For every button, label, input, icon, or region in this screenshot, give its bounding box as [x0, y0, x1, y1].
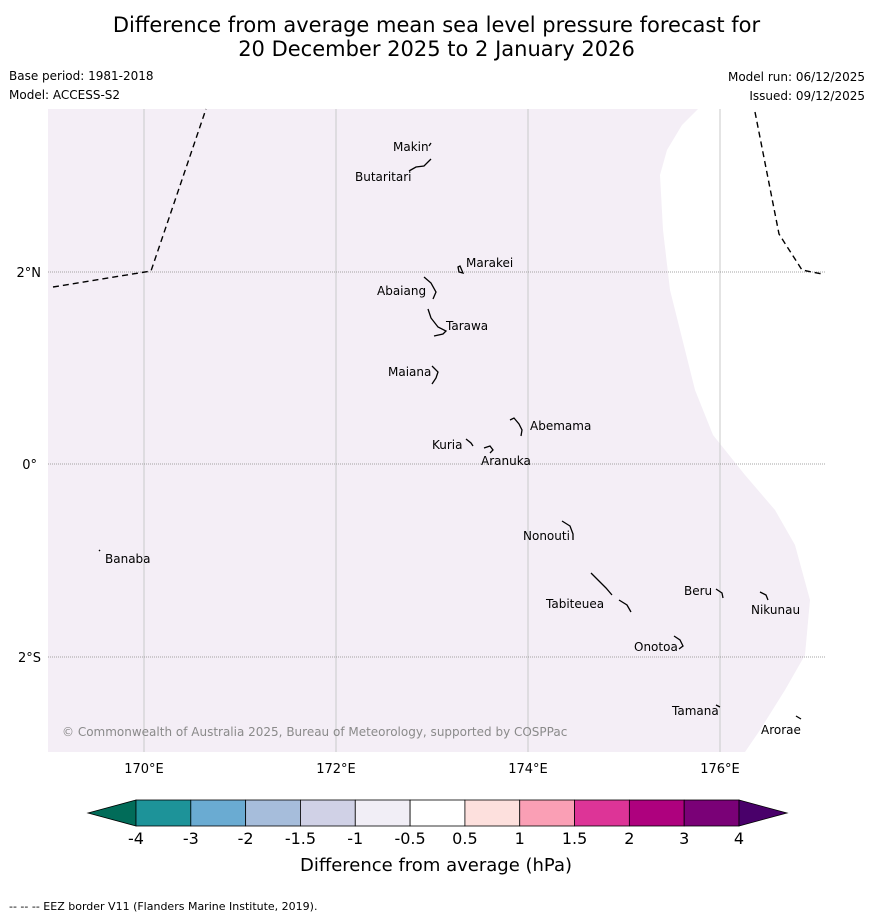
lon-label-172e: 172°E	[316, 762, 356, 777]
anomaly-fill-region	[48, 109, 810, 752]
lat-label-2n: 2°N	[17, 266, 42, 281]
base-period: Base period: 1981-2018	[9, 69, 154, 83]
island-abemama	[509, 417, 523, 437]
label-beru: Beru	[684, 584, 712, 598]
label-marakei: Marakei	[466, 256, 513, 270]
colorbar-segment	[300, 799, 356, 827]
colorbar-segment	[519, 799, 575, 827]
eez-border-west	[52, 108, 207, 288]
colorbar-tick-label: -3	[183, 829, 199, 848]
eez-footer-note: -- -- -- EEZ border V11 (Flanders Marine…	[9, 900, 318, 913]
island-makin	[428, 142, 432, 147]
colorbar-title: Difference from average (hPa)	[300, 855, 572, 876]
eez-border-east	[754, 111, 823, 275]
colorbar-segment	[245, 799, 301, 827]
label-abemama: Abemama	[530, 419, 591, 433]
island-marakei	[457, 265, 465, 274]
lon-label-174e: 174°E	[508, 762, 548, 777]
title-line-2: 20 December 2025 to 2 January 2026	[238, 37, 635, 61]
island-nikunau	[759, 591, 769, 601]
colorbar-segment	[135, 799, 192, 827]
island-maiana	[431, 365, 439, 385]
label-aranuka: Aranuka	[481, 454, 531, 468]
colorbar-low-extend	[86, 799, 137, 827]
label-abaiang: Abaiang	[377, 284, 426, 298]
label-tarawa: Tarawa	[445, 319, 488, 333]
lat-label-2s: 2°S	[18, 651, 41, 666]
colorbar-tick-label: 4	[734, 829, 744, 848]
copyright-notice: © Commonwealth of Australia 2025, Bureau…	[62, 725, 567, 739]
island-beru	[715, 588, 724, 599]
label-tamana: Tamana	[671, 704, 719, 718]
issued-date: Issued: 09/12/2025	[749, 89, 865, 103]
colorbar-segment	[409, 799, 466, 827]
colorbar: -4 -3 -2 -1.5 -1 -0.5 0.5 1 1.5 2 3 4 Difference fr…	[86, 799, 789, 876]
colorbar-tick-label: 0.5	[452, 829, 477, 848]
colorbar-segment	[464, 799, 521, 827]
colorbar-tick-label: -0.5	[394, 829, 425, 848]
colorbar-tick-label: 1.5	[562, 829, 587, 848]
colorbar-segment	[628, 799, 685, 827]
island-abaiang	[423, 276, 437, 300]
island-aranuka	[483, 445, 494, 454]
island-kuria	[465, 438, 474, 447]
label-nikunau: Nikunau	[751, 603, 800, 617]
island-tarawa	[427, 308, 448, 337]
island-nonouti	[561, 520, 574, 540]
colorbar-tick-label: 2	[624, 829, 634, 848]
island-butaritari	[408, 158, 432, 172]
colorbar-tick-label: -4	[128, 829, 144, 848]
colorbar-tick-label: -1	[347, 829, 363, 848]
island-tabiteuea	[590, 572, 632, 613]
label-banaba: Banaba	[105, 552, 151, 566]
lon-label-176e: 176°E	[700, 762, 740, 777]
island-onotoa	[673, 635, 684, 650]
label-nonouti: Nonouti	[523, 529, 570, 543]
model-name: Model: ACCESS-S2	[9, 88, 121, 102]
island-tamana	[715, 704, 721, 708]
colorbar-segment	[354, 799, 411, 827]
island-banaba	[98, 549, 101, 552]
colorbar-segment	[190, 799, 247, 827]
colorbar-tick-label: 3	[679, 829, 689, 848]
label-maiana: Maiana	[388, 365, 431, 379]
colorbar-tick-label: -2	[238, 829, 254, 848]
label-makin: Makin	[393, 140, 429, 154]
colorbar-tick-label: -1.5	[285, 829, 316, 848]
lat-label-0: 0°	[22, 458, 37, 473]
colorbar-segment	[574, 799, 630, 827]
island-arorae	[795, 715, 802, 720]
lon-label-170e: 170°E	[124, 762, 164, 777]
label-tabiteuea: Tabiteuea	[545, 597, 604, 611]
colorbar-high-extend	[738, 799, 789, 827]
label-arorae: Arorae	[761, 723, 801, 737]
label-kuria: Kuria	[432, 438, 463, 452]
title-line-1: Difference from average mean sea level p…	[112, 13, 761, 37]
forecast-map: Makin Butaritari Marakei Abaiang Tarawa …	[17, 108, 826, 876]
model-run: Model run: 06/12/2025	[727, 70, 865, 84]
label-onotoa: Onotoa	[634, 640, 678, 654]
label-butaritari: Butaritari	[355, 170, 412, 184]
colorbar-tick-label: 1	[515, 829, 525, 848]
colorbar-segment	[683, 799, 740, 827]
